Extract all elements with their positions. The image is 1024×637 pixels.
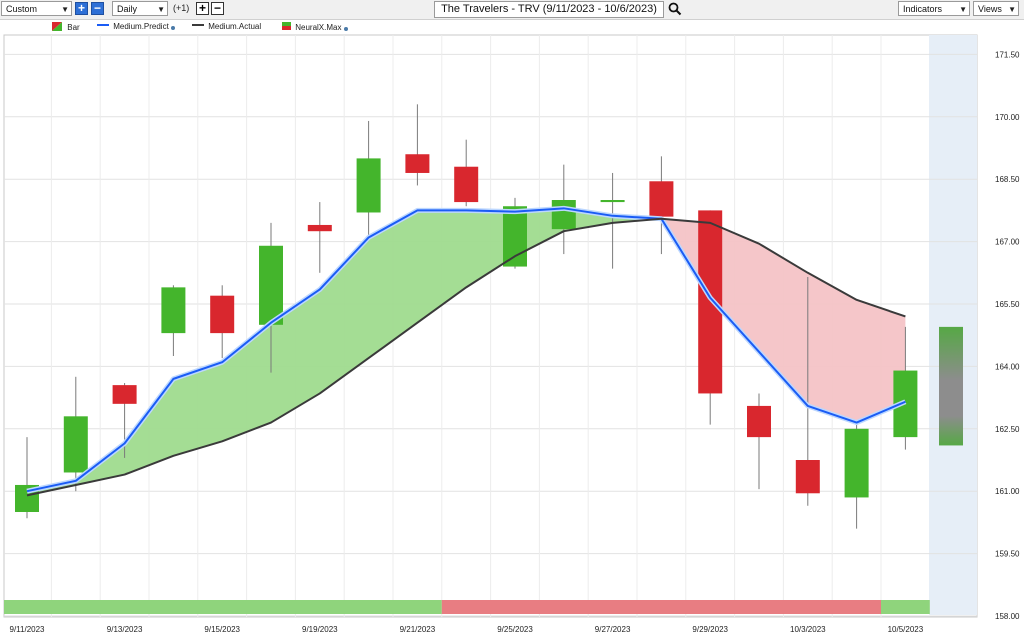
candle-up bbox=[259, 245, 283, 325]
x-tick-label: 9/27/2023 bbox=[595, 625, 631, 634]
chevron-down-icon: ▼ bbox=[61, 5, 69, 14]
y-tick-label: 158.00 bbox=[995, 612, 1020, 621]
settings-dot-icon[interactable] bbox=[171, 26, 176, 30]
bullish-fill bbox=[27, 208, 662, 496]
offset-decrease-button[interactable]: − bbox=[211, 2, 224, 15]
search-icon[interactable] bbox=[668, 1, 682, 17]
legend-neural[interactable]: NeuralX.Max bbox=[282, 22, 348, 32]
y-tick-label: 159.50 bbox=[995, 550, 1020, 559]
actual-line-icon bbox=[192, 24, 204, 26]
zoom-out-button[interactable]: − bbox=[91, 2, 104, 15]
x-tick-label: 9/19/2023 bbox=[302, 625, 338, 634]
x-tick-label: 9/15/2023 bbox=[204, 625, 240, 634]
candle-down bbox=[405, 154, 430, 173]
bar-swatch-icon bbox=[52, 22, 62, 31]
medium-predict-line bbox=[26, 207, 906, 493]
candle-up bbox=[161, 287, 186, 334]
candle-down bbox=[747, 405, 771, 438]
symbol-title[interactable]: The Travelers - TRV (9/11/2023 - 10/6/20… bbox=[434, 1, 664, 18]
y-tick-label: 167.00 bbox=[995, 238, 1020, 247]
interval-dropdown[interactable]: Daily ▼ bbox=[112, 1, 168, 16]
legend-predict[interactable]: Medium.Predict bbox=[97, 22, 176, 31]
views-label: Views bbox=[978, 4, 1002, 14]
medium-actual-line bbox=[26, 217, 906, 497]
x-tick-label: 9/13/2023 bbox=[107, 625, 143, 634]
chevron-down-icon: ▼ bbox=[157, 5, 165, 14]
preset-dropdown[interactable]: Custom ▼ bbox=[1, 1, 72, 16]
legend-bar-label: Bar bbox=[67, 23, 80, 32]
indicators-label: Indicators bbox=[903, 4, 943, 14]
offset-increase-button[interactable]: + bbox=[196, 2, 209, 15]
candle-down bbox=[210, 295, 235, 334]
settings-dot-icon[interactable] bbox=[343, 27, 348, 31]
symbol-title-text: The Travelers - TRV (9/11/2023 - 10/6/20… bbox=[441, 3, 657, 15]
predict-line-icon bbox=[97, 24, 109, 26]
x-tick-label: 9/25/2023 bbox=[497, 625, 533, 634]
neural-strip-segment bbox=[4, 600, 442, 614]
candle-down bbox=[649, 181, 674, 217]
forecast-bar bbox=[939, 326, 963, 446]
offset-label: (+1) bbox=[173, 3, 190, 13]
y-tick-label: 168.50 bbox=[995, 175, 1020, 184]
x-tick-label: 10/3/2023 bbox=[790, 625, 826, 634]
forecast-region bbox=[929, 35, 977, 615]
y-tick-label: 162.50 bbox=[995, 425, 1020, 434]
y-tick-label: 170.00 bbox=[995, 113, 1020, 122]
candle-down bbox=[454, 166, 479, 203]
x-tick-label: 10/5/2023 bbox=[888, 625, 924, 634]
indicators-dropdown[interactable]: Indicators ▼ bbox=[898, 1, 970, 16]
chart-legend: Bar Medium.Predict Medium.Actual NeuralX… bbox=[0, 19, 1024, 35]
legend-bar[interactable]: Bar bbox=[52, 22, 80, 32]
neural-strip-segment bbox=[441, 600, 881, 614]
y-tick-label: 161.00 bbox=[995, 487, 1020, 496]
candle-up bbox=[356, 158, 381, 213]
interval-value: Daily bbox=[117, 4, 138, 14]
x-tick-label: 9/11/2023 bbox=[10, 625, 46, 634]
zoom-in-button[interactable]: + bbox=[75, 2, 88, 15]
views-dropdown[interactable]: Views ▼ bbox=[973, 1, 1019, 16]
legend-actual[interactable]: Medium.Actual bbox=[192, 22, 261, 31]
candle-up bbox=[551, 200, 576, 230]
candle-down bbox=[307, 224, 332, 232]
legend-predict-label: Medium.Predict bbox=[113, 22, 169, 31]
candle-down bbox=[698, 210, 723, 394]
y-tick-label: 165.50 bbox=[995, 300, 1020, 309]
chevron-down-icon: ▼ bbox=[1008, 5, 1016, 14]
toolbar: Custom ▼ + − Daily ▼ (+1) + − The Travel… bbox=[0, 0, 1024, 20]
chevron-down-icon: ▼ bbox=[959, 5, 967, 14]
candle-down bbox=[112, 385, 137, 404]
neural-strip-segment bbox=[881, 600, 930, 614]
legend-actual-label: Medium.Actual bbox=[208, 22, 262, 31]
preset-value: Custom bbox=[6, 4, 38, 14]
x-tick-label: 9/21/2023 bbox=[400, 625, 436, 634]
candle-up bbox=[503, 206, 527, 267]
legend-neural-label: NeuralX.Max bbox=[295, 23, 342, 32]
bearish-fill bbox=[661, 218, 906, 423]
x-tick-label: 9/29/2023 bbox=[692, 625, 728, 634]
neural-swatch-icon bbox=[282, 22, 291, 30]
candle-up bbox=[844, 428, 869, 498]
candle-down bbox=[795, 460, 820, 494]
candle-up bbox=[63, 416, 88, 473]
candle-up bbox=[600, 200, 625, 203]
y-tick-label: 171.50 bbox=[995, 50, 1020, 59]
y-tick-label: 164.00 bbox=[995, 362, 1020, 371]
